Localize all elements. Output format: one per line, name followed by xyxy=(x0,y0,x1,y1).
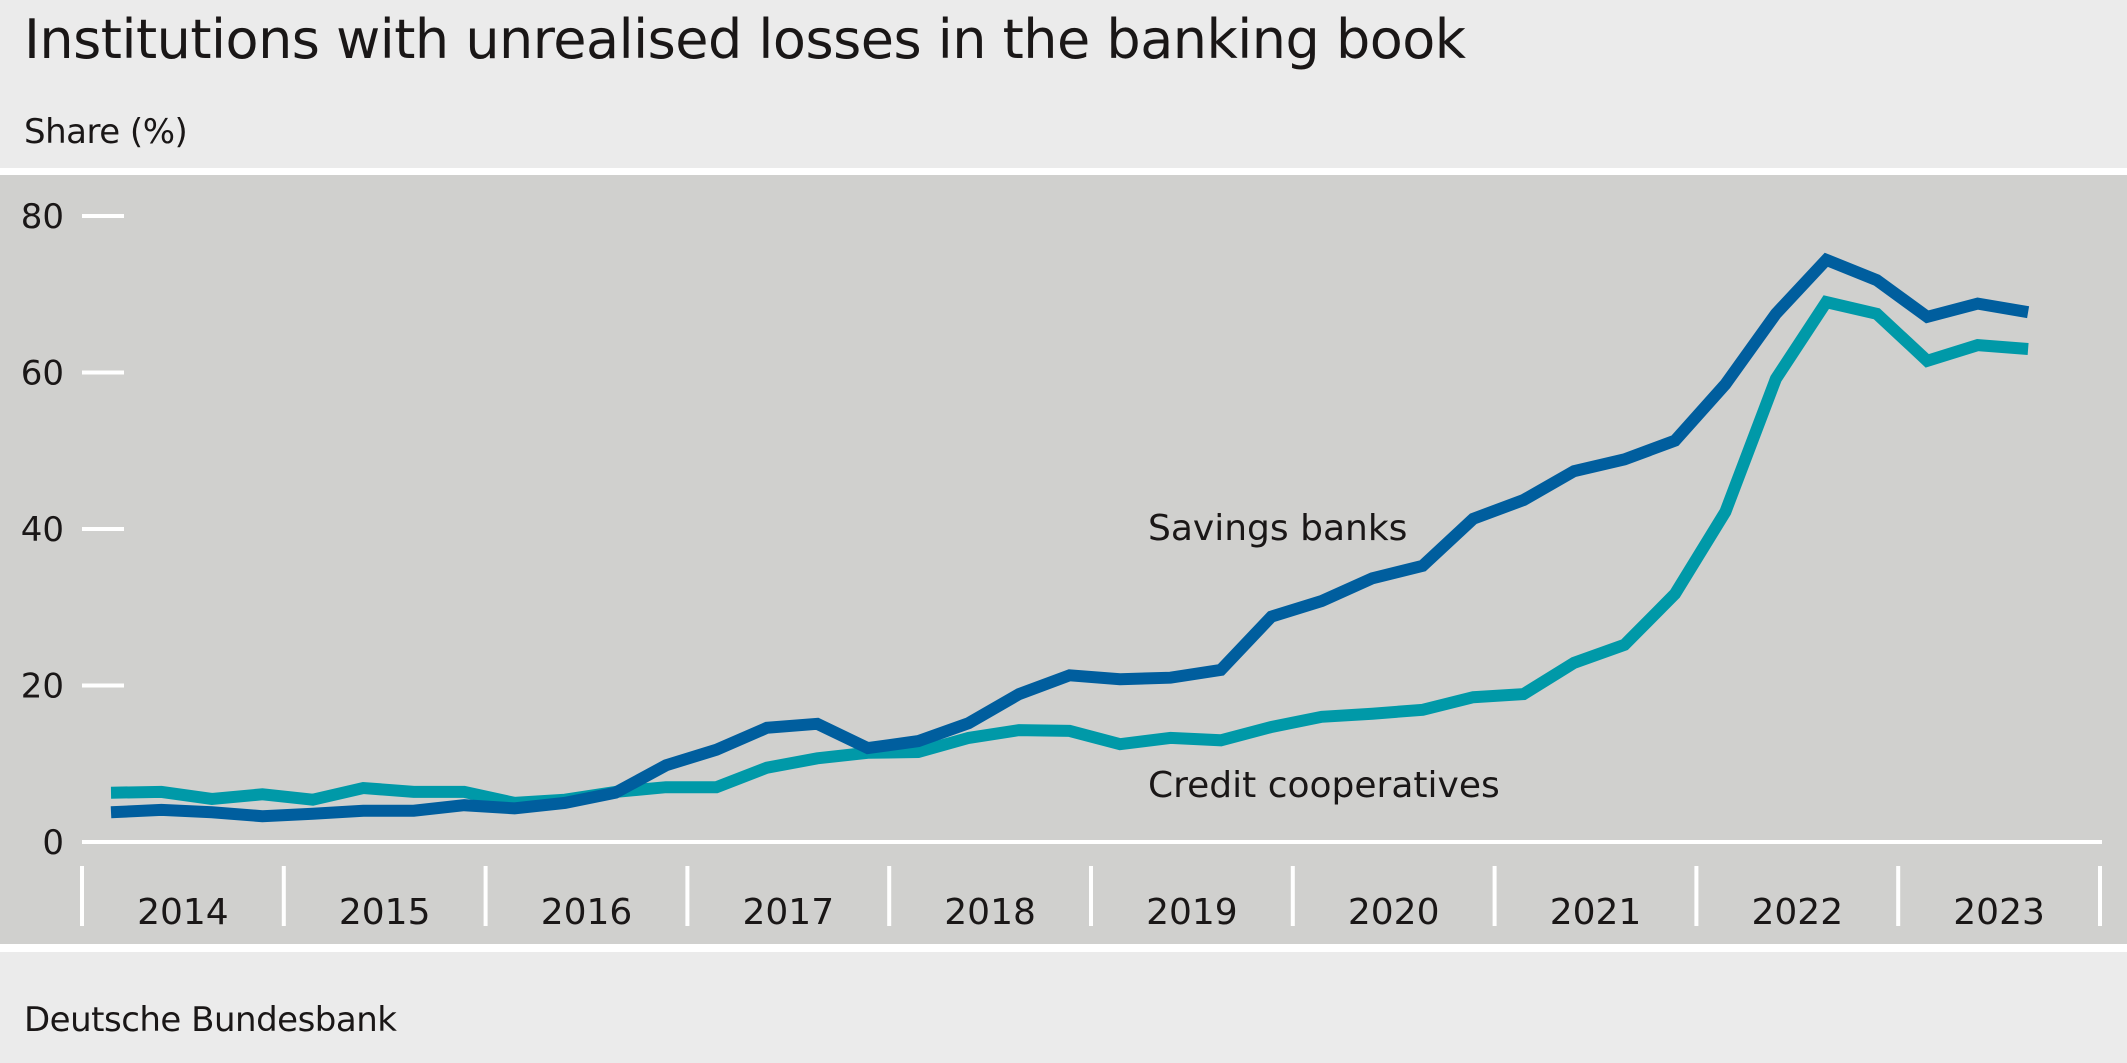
label-credit-cooperatives: Credit cooperatives xyxy=(1148,765,1500,806)
savings-banks-line xyxy=(110,252,2030,823)
y-tick-label: 20 xyxy=(21,667,64,707)
chart-subtitle: Share (%) xyxy=(24,112,188,152)
label-savings-banks: Savings banks xyxy=(1148,508,1407,549)
x-axis: 2014 2015 2016 2017 2018 2019 2020 2021 2022 2023 xyxy=(80,866,2102,933)
x-tick-label: 2016 xyxy=(541,892,633,933)
series-lines xyxy=(110,252,2030,823)
chart-title: Institutions with unrealised losses in t… xyxy=(24,8,1466,71)
bottom-divider xyxy=(0,944,2127,952)
y-axis: 0 20 40 60 80 xyxy=(21,197,2102,863)
x-tick-label: 2020 xyxy=(1348,892,1440,933)
y-tick-label: 80 xyxy=(21,197,64,237)
y-tick-label: 60 xyxy=(21,354,64,394)
x-tick-label: 2015 xyxy=(339,892,431,933)
x-tick-label: 2019 xyxy=(1146,892,1238,933)
x-tick-label: 2014 xyxy=(137,892,229,933)
x-tick-label: 2018 xyxy=(944,892,1036,933)
x-tick-label: 2023 xyxy=(1953,892,2045,933)
x-tick-label: 2021 xyxy=(1550,892,1642,933)
plot-area: 0 20 40 60 80 2014 2015 2016 2017 2018 2019 2020 20… xyxy=(0,175,2127,944)
top-divider xyxy=(0,168,2127,175)
credit-cooperatives-line xyxy=(110,295,2029,809)
y-tick-label: 0 xyxy=(42,823,64,863)
x-tick-label: 2017 xyxy=(742,892,834,933)
y-tick-label: 40 xyxy=(21,510,64,550)
source-label: Deutsche Bundesbank xyxy=(24,1000,397,1040)
x-tick-label: 2022 xyxy=(1751,892,1843,933)
